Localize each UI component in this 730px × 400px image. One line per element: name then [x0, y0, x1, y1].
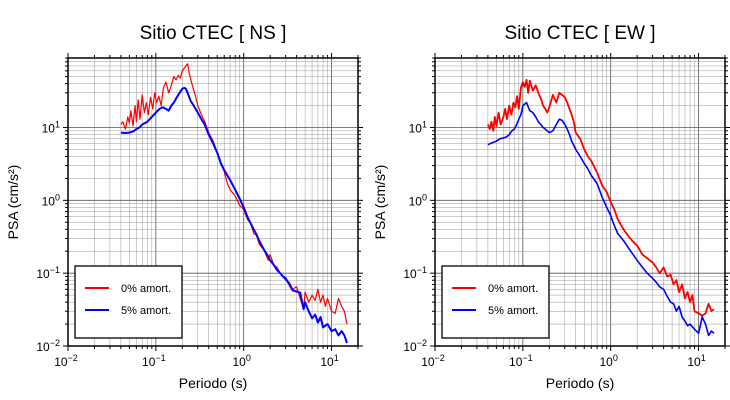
y-axis-label: PSA (cm/s²): [372, 165, 388, 240]
grid: [434, 57, 726, 347]
x-tick-label: 10−1: [509, 353, 533, 369]
legend-box: [74, 265, 183, 339]
x-tick-label: 10−2: [421, 353, 445, 369]
legend: 0% amort. 5% amort.: [74, 265, 183, 339]
tick-marks: [63, 53, 363, 351]
plot-frame: [434, 57, 726, 347]
chart-panel-2: 10−2 10−1 100 101 10−2 10−1 100 101 Sitio CTEC […: [372, 23, 730, 391]
chart-panel-1: 10−2 10−1 100 101 10−2 10−1 100 101 Sitio CTEC […: [5, 23, 363, 391]
y-tick-label: 100: [409, 192, 427, 208]
tick-marks: [430, 53, 730, 351]
legend: 0% amort. 5% amort.: [441, 265, 550, 339]
legend-label: 0% amort.: [488, 283, 538, 295]
legend-label: 5% amort.: [121, 305, 171, 317]
x-axis-label: Periodo (s): [179, 375, 247, 391]
series-line-blue: [487, 101, 715, 337]
x-tick-label: 101: [687, 353, 705, 369]
x-tick-label: 101: [320, 353, 338, 369]
x-tick-label: 100: [233, 353, 251, 369]
x-tick-label: 10−1: [142, 353, 166, 369]
legend-label: 0% amort.: [121, 283, 171, 295]
series-line-blue: [120, 86, 348, 344]
x-tick-label: 100: [600, 353, 618, 369]
y-tick-label: 100: [42, 192, 60, 208]
y-tick-label: 101: [42, 120, 60, 136]
y-tick-label: 101: [409, 120, 427, 136]
plot-frame: [67, 57, 359, 347]
series-line-red: [487, 79, 715, 317]
y-tick-label: 10−1: [403, 265, 427, 281]
y-tick-label: 10−2: [403, 338, 427, 354]
x-tick-label: 10−2: [54, 353, 78, 369]
chart-title: Sitio CTEC [ EW ]: [505, 23, 656, 44]
y-tick-label: 10−2: [36, 338, 60, 354]
y-axis-label: PSA (cm/s²): [5, 165, 21, 240]
y-tick-label: 10−1: [36, 265, 60, 281]
x-axis-label: Periodo (s): [546, 375, 614, 391]
chart-title: Sitio CTEC [ NS ]: [140, 23, 287, 44]
legend-box: [441, 265, 550, 339]
legend-label: 5% amort.: [488, 305, 538, 317]
